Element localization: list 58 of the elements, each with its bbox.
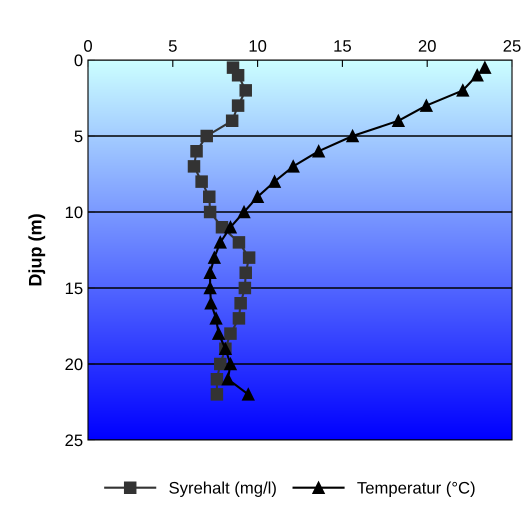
point: [232, 312, 246, 325]
point: [208, 251, 221, 264]
point: [470, 68, 484, 82]
point: [392, 114, 405, 128]
point: [242, 251, 256, 264]
point: [478, 61, 492, 74]
point: [210, 388, 224, 401]
y-tick-label: 25: [65, 434, 82, 446]
point: [210, 312, 222, 325]
point: [232, 68, 244, 82]
point: [204, 296, 218, 310]
legend-label: Temperatur (°C): [357, 481, 475, 497]
x-tick-label: 25: [504, 40, 521, 52]
x-tick-label: 15: [334, 40, 351, 52]
x-tick-label: 10: [250, 40, 266, 52]
point: [226, 114, 238, 128]
point: [242, 388, 255, 401]
y-tick-label: 15: [66, 282, 82, 294]
point: [222, 372, 234, 386]
x-tick-label: 5: [168, 40, 177, 52]
point: [346, 130, 359, 142]
point: [214, 236, 227, 249]
point: [212, 327, 225, 340]
point: [204, 206, 216, 218]
point: [232, 99, 244, 112]
point: [195, 175, 208, 188]
point: [238, 206, 250, 218]
legend-label: Syrehalt (mg/l): [169, 481, 276, 497]
point: [210, 372, 224, 386]
point: [200, 130, 213, 142]
y-tick-label: 20: [65, 358, 82, 370]
point: [224, 220, 237, 234]
point: [224, 327, 237, 340]
y-tick-label: 10: [66, 206, 82, 218]
point: [216, 220, 228, 234]
point: [203, 190, 216, 204]
point: [224, 358, 237, 370]
point: [312, 144, 325, 158]
point: [232, 236, 246, 249]
point: [268, 175, 281, 188]
point: [204, 282, 216, 294]
x-tick-label: 20: [418, 40, 436, 52]
point: [234, 296, 247, 310]
point: [286, 160, 300, 173]
point: [238, 282, 252, 294]
point: [251, 190, 264, 204]
point: [190, 144, 203, 158]
x-tick-label: 0: [84, 40, 92, 52]
point: [420, 99, 433, 112]
point: [214, 358, 227, 370]
y-tick-label: 5: [74, 130, 82, 142]
point: [239, 84, 252, 97]
y-tick-label: 0: [74, 54, 82, 66]
point: [239, 266, 252, 280]
y-axis-title: Djup (m): [28, 214, 46, 286]
point: [456, 84, 470, 97]
point: [204, 266, 216, 280]
point: [188, 160, 200, 173]
